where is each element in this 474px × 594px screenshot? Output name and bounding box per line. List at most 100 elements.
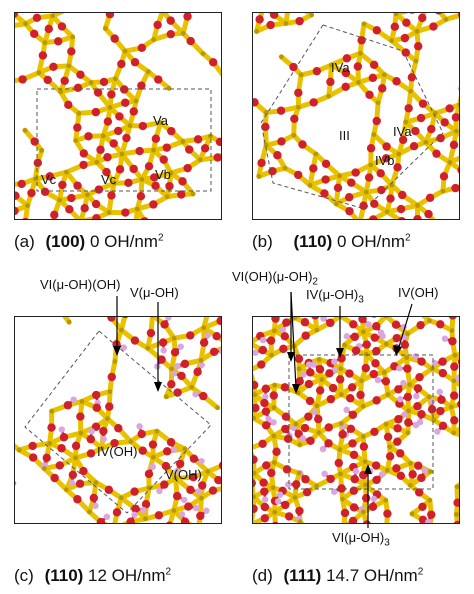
oxygen-atom	[351, 346, 361, 355]
oxygen-atom	[58, 180, 67, 190]
silicon-atom	[404, 355, 410, 361]
hydrogen-atom	[305, 361, 313, 368]
oxygen-atom	[40, 187, 50, 196]
silicon-atom	[66, 63, 72, 69]
bond	[283, 13, 290, 26]
silicon-atom	[405, 331, 410, 337]
oxygen-atom	[50, 473, 59, 483]
silicon-atom	[291, 343, 297, 349]
site-label-vc-right: Vc	[101, 172, 117, 187]
hydrogen-atom	[276, 491, 284, 498]
silicon-atom	[278, 54, 284, 60]
hydrogen-atom	[131, 511, 138, 518]
oxygen-atom	[418, 13, 427, 23]
oxygen-atom	[130, 487, 139, 496]
silicon-atom	[383, 341, 389, 347]
hydrogen-atom	[136, 423, 143, 430]
structure-c	[15, 317, 221, 523]
silicon-atom	[383, 317, 389, 319]
hydrogen-atom	[321, 470, 328, 477]
oxygen-atom	[435, 13, 442, 15]
oxygen-atom	[301, 331, 310, 340]
hydrogen-atom	[120, 344, 128, 351]
silicon-atom	[272, 509, 278, 515]
silicon-atom	[164, 194, 170, 200]
oxygen-atom	[161, 461, 171, 471]
oxygen-atom	[353, 62, 363, 71]
oxygen-atom	[436, 133, 445, 143]
silicon-atom	[405, 430, 411, 436]
oxygen-atom	[103, 117, 113, 126]
silicon-atom	[309, 13, 314, 18]
oxygen-atom	[437, 395, 446, 404]
oxygen-atom	[450, 416, 459, 425]
oxygen-atom	[255, 15, 264, 24]
oxygen-atom	[362, 520, 371, 523]
oxygen-atom	[408, 470, 417, 479]
oxygen-atom	[184, 502, 193, 511]
silicon-atom	[93, 480, 99, 485]
silicon-atom	[340, 496, 345, 502]
oxygen-atom	[92, 213, 101, 219]
oxygen-atom	[457, 166, 459, 174]
silicon-atom	[270, 485, 276, 491]
oxygen-atom	[71, 441, 81, 451]
silicon-atom	[73, 455, 78, 461]
oxygen-atom	[60, 76, 69, 85]
oxygen-atom	[50, 210, 59, 219]
oxygen-atom	[167, 126, 176, 136]
oxygen-atom	[407, 73, 417, 82]
oxygen-atom	[414, 488, 424, 497]
oxygen-atom	[129, 107, 138, 116]
oxygen-atom	[341, 68, 351, 78]
oxygen-atom	[315, 386, 325, 395]
silicon-atom	[271, 460, 277, 465]
silicon-atom	[326, 93, 332, 99]
oxygen-atom	[409, 13, 415, 14]
oxygen-atom	[392, 77, 401, 86]
silicon-atom	[307, 182, 313, 188]
site-label-vc-left: Vc	[41, 172, 57, 187]
silicon-atom	[295, 390, 301, 396]
oxygen-atom	[107, 372, 116, 382]
oxygen-atom	[369, 215, 378, 219]
structure-b	[253, 13, 459, 219]
silicon-atom	[356, 79, 361, 85]
oxygen-atom	[396, 204, 406, 214]
silicon-atom	[189, 384, 194, 390]
oxygen-atom	[261, 384, 271, 393]
oxygen-atom	[377, 185, 386, 195]
silicon-atom	[36, 70, 42, 76]
oxygen-atom	[392, 333, 401, 343]
oxygen-atom	[440, 118, 449, 127]
oxygen-atom	[178, 177, 187, 186]
silicon-atom	[297, 442, 303, 448]
silicon-atom	[168, 170, 174, 176]
callout-d-1-text: VI(OH)(μ-OH)	[232, 269, 313, 284]
structure-d	[253, 317, 459, 523]
silicon-atom	[271, 405, 277, 411]
site-label-iv-oh: IV(OH)	[97, 444, 138, 459]
hydrogen-atom	[378, 471, 386, 478]
silicon-atom	[171, 335, 177, 341]
silicon-atom	[118, 495, 124, 501]
callout-d-vi-oh-moh2: VI(OH)(μ-OH)2	[232, 269, 318, 290]
silicon-atom	[457, 102, 459, 107]
oxygen-atom	[117, 59, 126, 69]
oxygen-atom	[438, 368, 447, 378]
silicon-atom	[220, 74, 221, 77]
oxygen-atom	[166, 16, 175, 25]
oxygen-atom	[284, 512, 294, 521]
hydrogen-atom	[374, 376, 382, 384]
oxygen-atom	[320, 189, 329, 198]
oxygen-atom	[418, 99, 428, 108]
silicon-atom	[381, 72, 387, 78]
oxygen-atom	[80, 203, 89, 213]
oxygen-atom	[167, 379, 176, 389]
hydrogen-atom	[425, 518, 432, 523]
bond	[414, 216, 420, 219]
silicon-atom	[22, 127, 28, 133]
silicon-atom	[112, 359, 118, 364]
oxygen-atom	[49, 62, 58, 71]
oxygen-atom	[144, 162, 154, 171]
